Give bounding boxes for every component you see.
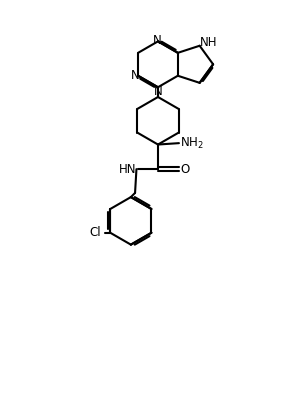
Text: O: O (181, 163, 190, 175)
Text: N: N (154, 85, 162, 98)
Text: NH: NH (200, 36, 217, 49)
Text: NH$_2$: NH$_2$ (180, 136, 204, 151)
Text: Cl: Cl (90, 226, 101, 239)
Text: HN: HN (119, 163, 137, 175)
Text: N: N (130, 69, 139, 82)
Text: N: N (153, 34, 162, 47)
